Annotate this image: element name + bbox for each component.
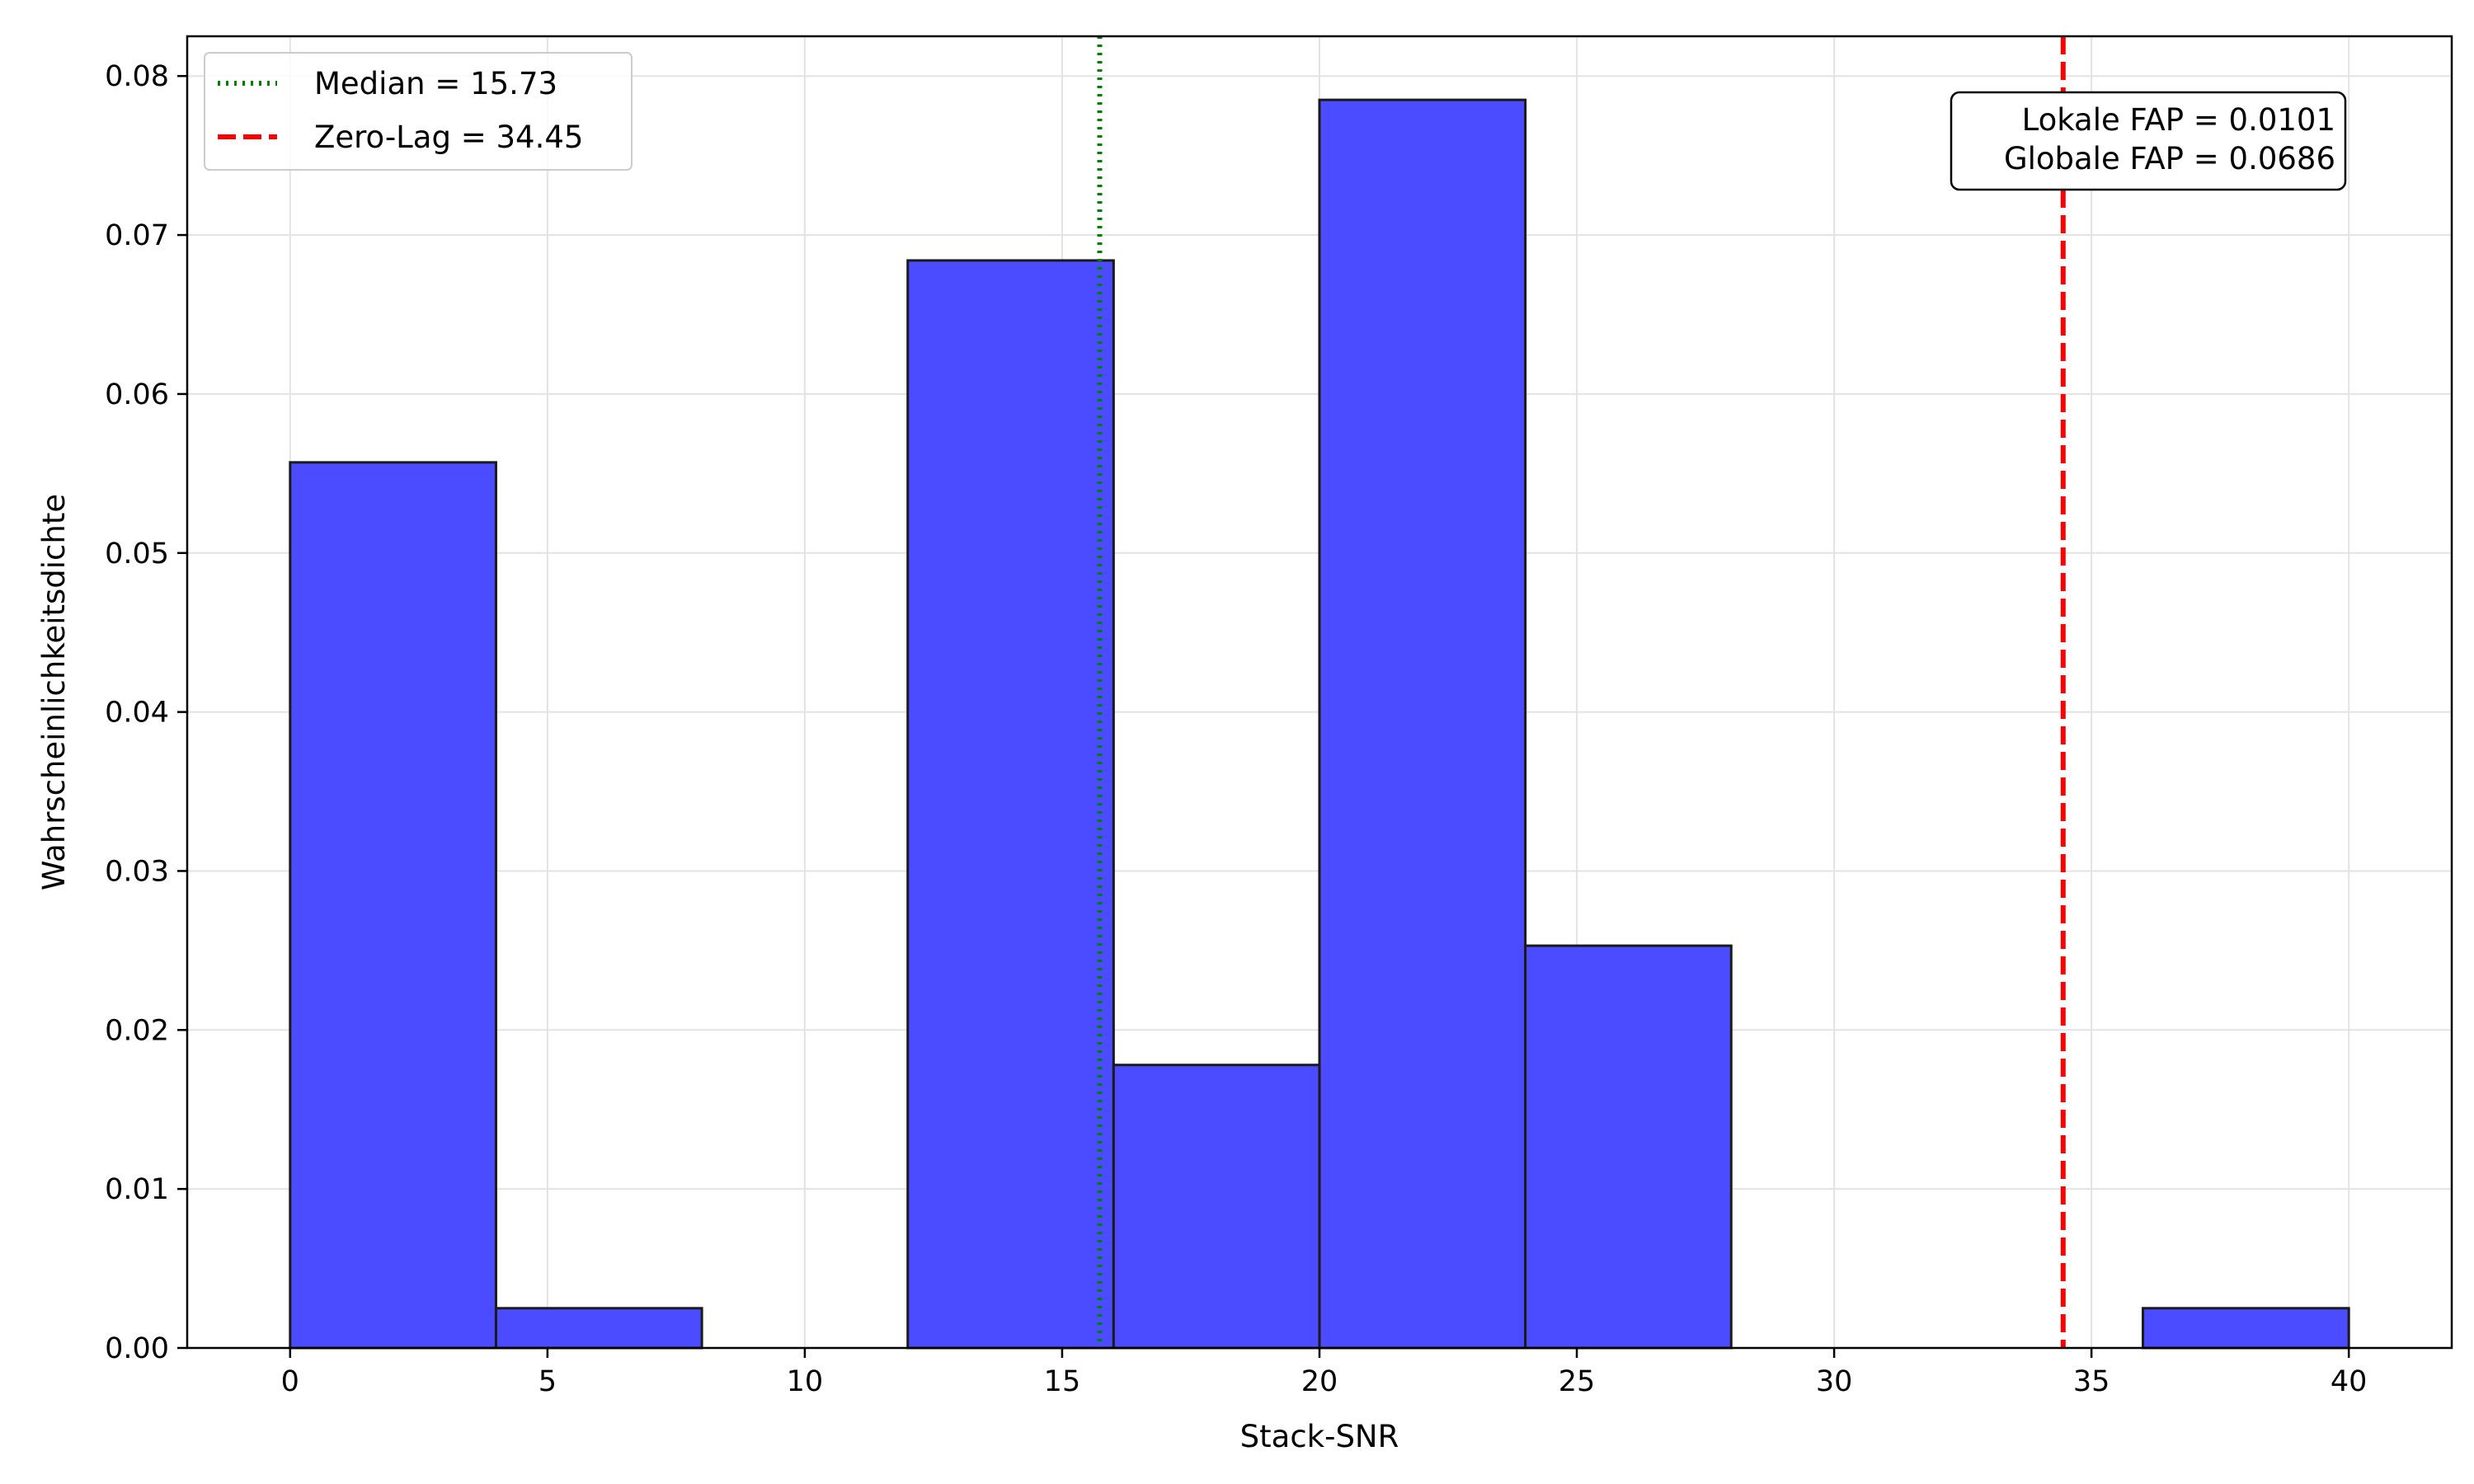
legend-label-zero-lag: Zero-Lag = 34.45: [314, 120, 583, 155]
y-tick-label: 0.06: [105, 378, 169, 411]
histogram-bar: [1112, 1064, 1321, 1350]
histogram-bar: [289, 461, 497, 1350]
legend: Median = 15.73 Zero-Lag = 34.45: [204, 52, 633, 171]
y-tick-label: 0.02: [105, 1014, 169, 1047]
x-tick-label: 5: [539, 1365, 557, 1398]
fap-annotation-box: [1950, 91, 2347, 191]
x-tick-label: 20: [1301, 1365, 1338, 1398]
fap-annotation: Lokale FAP = 0.0101 Globale FAP = 0.0686: [1950, 91, 2347, 191]
local-fap-text: Lokale FAP = 0.0101: [2022, 102, 2335, 138]
x-tick-label: 15: [1044, 1365, 1081, 1398]
histogram-bar: [1318, 98, 1527, 1350]
x-axis-label: Stack-SNR: [1240, 1419, 1399, 1454]
histogram-bar: [2142, 1307, 2350, 1350]
legend-label-median: Median = 15.73: [314, 66, 557, 101]
x-tick-label: 25: [1559, 1365, 1596, 1398]
x-tick-label: 0: [281, 1365, 299, 1398]
x-tick-label: 40: [2331, 1365, 2368, 1398]
y-tick-label: 0.08: [105, 60, 169, 93]
x-tick-label: 35: [2073, 1365, 2110, 1398]
x-tick-label: 30: [1816, 1365, 1853, 1398]
histogram-bar: [494, 1307, 703, 1350]
y-axis-ticks: 0.00 0.01 0.02 0.03 0.04 0.05 0.06 0.07 0.08: [105, 60, 187, 1365]
x-tick-label: 10: [787, 1365, 824, 1398]
y-tick-label: 0.07: [105, 219, 169, 252]
reference-lines: [1097, 36, 2066, 1348]
y-axis-label: Wahrscheinlichkeitsdichte: [36, 494, 72, 890]
histogram-bar: [1524, 944, 1733, 1350]
legend-box: [204, 52, 633, 171]
histogram-bars: [289, 98, 2350, 1350]
y-tick-label: 0.05: [105, 538, 169, 571]
global-fap-text: Globale FAP = 0.0686: [2004, 141, 2335, 176]
histogram-bar: [906, 259, 1115, 1350]
y-tick-label: 0.04: [105, 697, 169, 730]
y-tick-label: 0.00: [105, 1332, 169, 1365]
x-axis-ticks: 0 5 10 15 20 25 30 35 40: [281, 1348, 2368, 1398]
y-tick-label: 0.01: [105, 1173, 169, 1206]
y-tick-label: 0.03: [105, 855, 169, 888]
